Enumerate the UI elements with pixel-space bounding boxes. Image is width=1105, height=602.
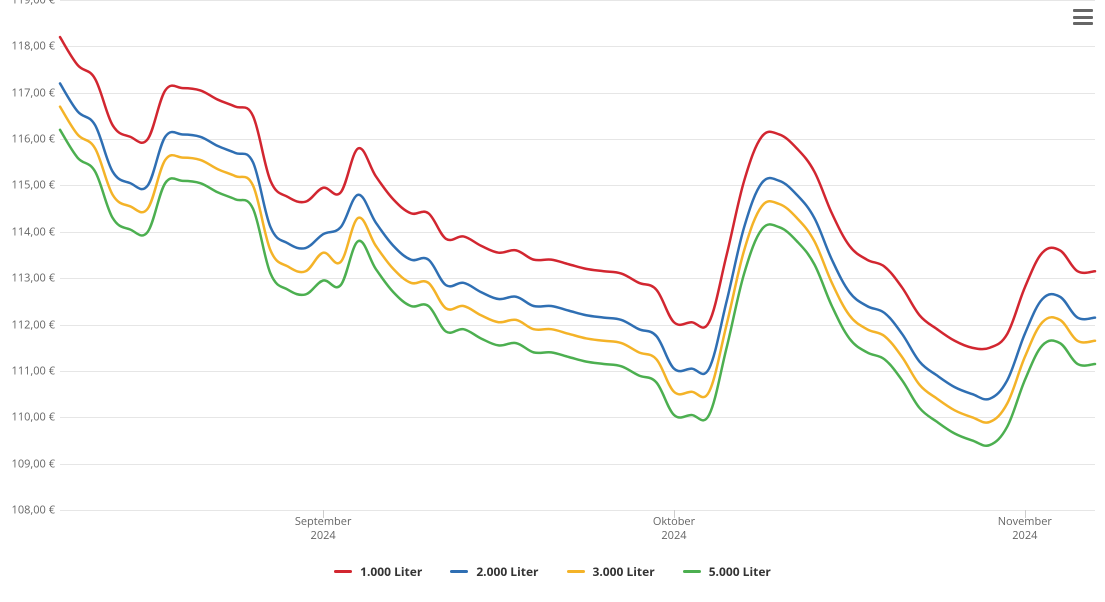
price-chart: 108,00 € 109,00 € 110,00 € 111,00 € 112,00 €… — [0, 0, 1105, 602]
legend-swatch — [450, 570, 468, 573]
legend: 1.000 Liter 2.000 Liter 3.000 Liter 5.000 L… — [0, 560, 1105, 580]
y-axis-label: 109,00 € — [0, 456, 55, 471]
legend-label: 2.000 Liter — [476, 563, 538, 580]
legend-label: 5.000 Liter — [709, 563, 771, 580]
y-axis-label: 110,00 € — [0, 410, 55, 425]
series-lines — [60, 0, 1095, 510]
legend-item[interactable]: 3.000 Liter — [567, 563, 655, 580]
series-line — [60, 37, 1095, 349]
series-line — [60, 83, 1095, 399]
x-axis-label: November2024 — [965, 515, 1085, 544]
x-axis-label: Oktober2024 — [614, 515, 734, 544]
y-axis-label: 114,00 € — [0, 224, 55, 239]
y-axis-label: 108,00 € — [0, 503, 55, 518]
legend-swatch — [334, 570, 352, 573]
legend-label: 1.000 Liter — [360, 563, 422, 580]
legend-item[interactable]: 2.000 Liter — [450, 563, 538, 580]
legend-swatch — [567, 570, 585, 573]
plot-area — [60, 0, 1095, 510]
gridline — [60, 510, 1095, 511]
y-axis-label: 115,00 € — [0, 178, 55, 193]
series-line — [60, 130, 1095, 446]
x-axis-label: September2024 — [263, 515, 383, 544]
series-line — [60, 107, 1095, 423]
y-axis-label: 111,00 € — [0, 363, 55, 378]
y-axis-label: 112,00 € — [0, 317, 55, 332]
y-axis-label: 113,00 € — [0, 271, 55, 286]
legend-item[interactable]: 1.000 Liter — [334, 563, 422, 580]
y-axis-label: 118,00 € — [0, 39, 55, 54]
y-axis-label: 117,00 € — [0, 85, 55, 100]
y-axis-label: 119,00 € — [0, 0, 55, 8]
y-axis-label: 116,00 € — [0, 132, 55, 147]
legend-label: 3.000 Liter — [593, 563, 655, 580]
legend-item[interactable]: 5.000 Liter — [683, 563, 771, 580]
legend-swatch — [683, 570, 701, 573]
